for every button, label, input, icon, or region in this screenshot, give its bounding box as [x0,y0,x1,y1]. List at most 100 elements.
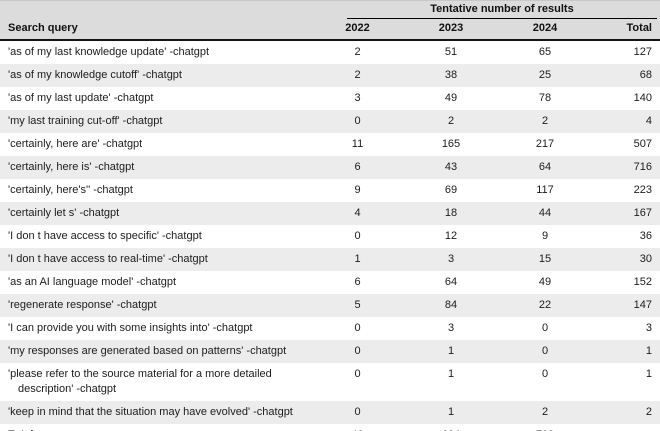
search-query-text: 'my responses are generated based on pat… [8,345,287,357]
count-total: 167 [633,207,652,219]
search-query-text: 'I don t have access to specific' -chatg… [8,230,202,242]
group-header-cell: Tentative number of results [311,0,660,19]
count-total: 507 [633,138,652,150]
count-2024: 2 [541,406,549,418]
count-total: 30 [639,253,652,265]
count-2023: 3 [447,322,455,334]
search-query-cell: 'regenerate response' -chatgpt [0,294,311,317]
table-row: 'regenerate response' -chatgpt 5 84 22 147 [0,294,660,317]
search-query-cell: 'I can provide you with some insights in… [0,317,311,340]
search-query-cell: 'as of my last update' -chatgpt [0,87,311,110]
search-query-cell: 'my responses are generated based on pat… [0,340,311,363]
count-2024: 49 [538,276,552,288]
column-header-search-query: Search query [0,19,311,41]
count-2024: 0 [541,345,549,357]
search-query-cell: 'certainly, here are' -chatgpt [0,133,311,156]
count-total: 4 [645,115,652,127]
search-query-text: 'I can provide you with some insights in… [8,322,253,334]
group-header-spacer [0,0,311,19]
table-row: 'my responses are generated based on pat… [0,340,660,363]
search-query-cell: 'I don t have access to specific' -chatg… [0,225,311,248]
column-header-2022: 2022 [311,19,404,41]
table-row: 'certainly let s' -chatgpt 4 18 44 167 [0,202,660,225]
search-query-cell: 'please refer to the source material for… [0,363,311,401]
count-2022: 6 [354,161,361,173]
count-total: 1 [645,345,652,357]
table-row: 'I don t have access to real-time' -chat… [0,248,660,271]
count-2022: 4 [354,207,361,219]
search-query-text: 'certainly, here are' -chatgpt [8,138,143,150]
count-2024: 22 [538,299,552,311]
table-row: 'as of my knowledge cutoff' -chatgpt 2 38 2… [0,64,660,87]
total-row: Total 49604709 [0,424,660,431]
group-header-title: Tentative number of results [347,1,657,19]
search-query-cell: 'keep in mind that the situation may hav… [0,401,311,424]
count-2022: 3 [354,92,361,104]
group-header-row: Tentative number of results [0,0,660,19]
count-2022: 0 [354,406,361,418]
search-query-cell: 'my last training cut-off' -chatgpt [0,110,311,133]
count-2023: 1 [447,406,455,418]
count-total: 223 [633,184,652,196]
search-query-text: 'certainly let s' -chatgpt [8,207,120,219]
column-header-2024: 2024 [498,19,592,41]
search-query-cell: 'as of my knowledge cutoff' -chatgpt [0,64,311,87]
table-row: 'certainly, here's'' -chatgpt 9 69 117 223 [0,179,660,202]
table-row: 'I can provide you with some insights in… [0,317,660,340]
total-row-label: Total [0,424,311,431]
count-total: 140 [633,92,652,104]
count-2024: 15 [538,253,552,265]
search-query-text: 'as of my last update' -chatgpt [8,92,154,104]
count-2023: 165 [441,138,461,150]
count-2022: 0 [354,230,361,242]
count-2024: 0 [541,322,549,334]
search-query-text: 'my last training cut-off' -chatgpt [8,115,163,127]
count-2024: 44 [538,207,552,219]
count-2023: 49 [444,92,458,104]
search-query-cell: 'as of my last knowledge update' -chatgp… [0,40,311,64]
total-2022: 49 [311,424,404,431]
column-header-2023: 2023 [404,19,498,41]
table-header: Tentative number of results Search query… [0,0,660,41]
count-2023: 69 [444,184,458,196]
count-2024: 65 [538,46,552,58]
table-row: 'I don t have access to specific' -chatg… [0,225,660,248]
count-total: 36 [639,230,652,242]
search-query-text: 'certainly, here's'' -chatgpt [8,184,133,196]
search-query-cell: 'certainly let s' -chatgpt [0,202,311,225]
search-query-cell: 'I don t have access to real-time' -chat… [0,248,311,271]
search-query-text: 'as an AI language model' -chatgpt [8,276,177,288]
count-2024: 117 [536,184,554,196]
count-2023: 3 [447,253,455,265]
count-total: 1 [645,368,652,380]
count-2022: 6 [354,276,361,288]
table-row: 'certainly, here are' -chatgpt 11 165 217 50… [0,133,660,156]
count-2023: 1 [447,345,455,357]
total-2023: 604 [404,424,498,431]
count-total: 152 [633,276,652,288]
table-body: 'as of my last knowledge update' -chatgp… [0,40,660,431]
count-2024: 64 [538,161,552,173]
count-2022: 2 [354,69,361,81]
table-row: 'my last training cut-off' -chatgpt 0 2 2 4 [0,110,660,133]
count-2023: 43 [444,161,458,173]
count-2022: 9 [354,184,361,196]
count-2022: 5 [354,299,361,311]
count-2023: 51 [444,46,458,58]
count-total: 68 [639,69,652,81]
count-2024: 0 [541,368,549,380]
count-2023: 64 [444,276,458,288]
table-row: 'as of my last update' -chatgpt 3 49 78 140 [0,87,660,110]
search-query-text: 'keep in mind that the situation may hav… [8,406,293,418]
total-grand [592,424,660,431]
count-2022: 1 [354,253,361,265]
search-query-cell: 'certainly, here's'' -chatgpt [0,179,311,202]
table-row: 'as an AI language model' -chatgpt 6 64 49 1… [0,271,660,294]
count-total: 147 [633,299,652,311]
count-2022: 0 [354,115,361,127]
count-2022: 2 [354,46,361,58]
column-header-total: Total [592,19,660,41]
count-total: 127 [633,46,652,58]
count-2022: 11 [351,138,364,150]
